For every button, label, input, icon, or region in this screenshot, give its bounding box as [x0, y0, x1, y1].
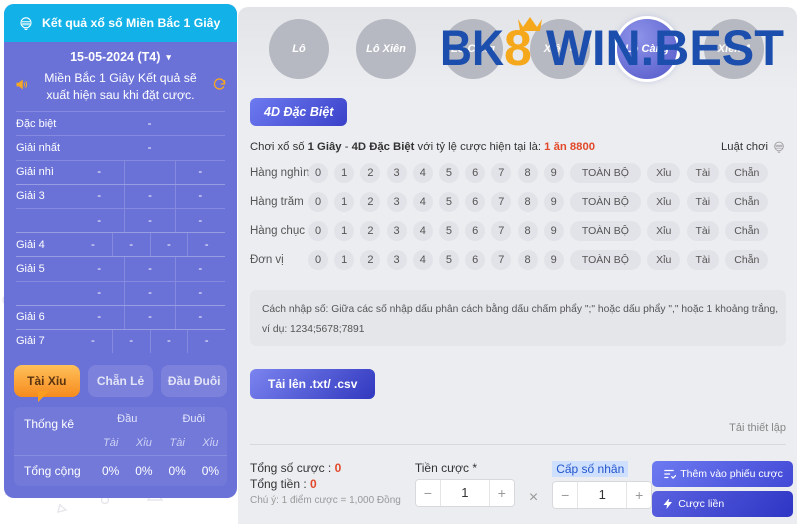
svg-text:BK: BK — [440, 20, 504, 76]
svg-text:WIN.BEST: WIN.BEST — [546, 20, 784, 76]
